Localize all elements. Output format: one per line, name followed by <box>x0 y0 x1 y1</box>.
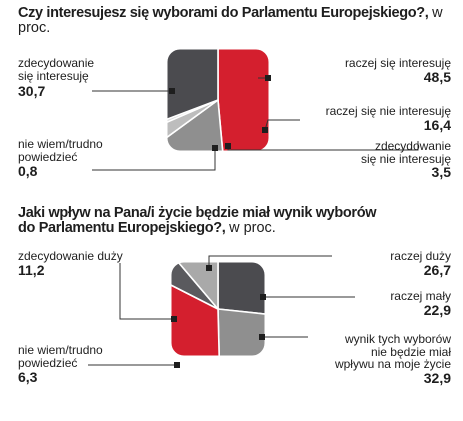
value-label: 0,8 <box>18 163 38 179</box>
pie-slice <box>171 273 221 356</box>
unit-note: w proc. <box>229 220 276 236</box>
leader-marker <box>260 294 266 300</box>
leader-line <box>119 263 174 320</box>
leader-marker <box>212 145 218 151</box>
leader-marker <box>262 127 268 133</box>
leader-marker <box>171 316 177 322</box>
value-label: 16,4 <box>423 117 451 133</box>
unit-note: w proc. <box>18 5 443 36</box>
leader-marker <box>169 88 175 94</box>
pie-slice <box>171 262 219 312</box>
category-label: raczej się nie interesuję <box>325 104 451 118</box>
pie-slice <box>167 99 219 150</box>
category-label: zdecydowanie się interesuję <box>18 56 95 83</box>
category-label: raczej się interesuję <box>344 56 451 70</box>
value-label: 32,9 <box>423 370 451 386</box>
pie-chart <box>88 255 355 368</box>
leader-marker <box>206 265 212 271</box>
pie-slice <box>167 99 219 134</box>
chart-interest: Czy interesujesz się wyborami do Parlame… <box>0 0 463 200</box>
category-label: zdecydowanie duży <box>18 249 123 263</box>
value-label: 11,2 <box>18 262 45 278</box>
value-label: 22,9 <box>423 302 451 318</box>
chart-impact: Jaki wpływ na Pana/i życie będzie miał w… <box>0 200 463 421</box>
category-label: wynik tych wyborów nie będzie miał wpływ… <box>334 332 451 371</box>
pie-slice <box>217 262 265 318</box>
value-label: 30,7 <box>18 83 46 99</box>
value-label: 3,5 <box>431 164 451 180</box>
leader-marker <box>225 143 231 149</box>
category-label: zdecydowanie się nie interesuję <box>360 139 451 166</box>
category-label: raczej duży <box>390 249 451 263</box>
chart-title: Czy interesujesz się wyborami do Parlame… <box>18 5 443 36</box>
leader-marker <box>259 334 265 340</box>
category-label: raczej mały <box>390 289 451 303</box>
leader-line <box>92 148 216 171</box>
value-label: 6,3 <box>18 369 38 385</box>
pie-slice <box>171 262 219 310</box>
pie-outline <box>170 261 266 357</box>
leader-line <box>264 119 300 131</box>
leader-marker <box>174 362 180 368</box>
leader-line <box>208 255 332 268</box>
category-label: nie wiem/trudno powiedzieć <box>18 137 103 164</box>
value-label: 48,5 <box>423 69 451 85</box>
pie-slice <box>167 49 219 130</box>
value-label: 26,7 <box>423 262 451 278</box>
chart-title: Jaki wpływ na Pana/i życie będzie miał w… <box>18 205 377 236</box>
pie-chart <box>92 48 419 171</box>
pie-slice <box>217 49 269 151</box>
pie-slice <box>167 98 227 151</box>
pie-slice <box>217 308 265 356</box>
leader-marker <box>265 75 271 81</box>
category-label: nie wiem/trudno powiedzieć <box>18 343 103 370</box>
